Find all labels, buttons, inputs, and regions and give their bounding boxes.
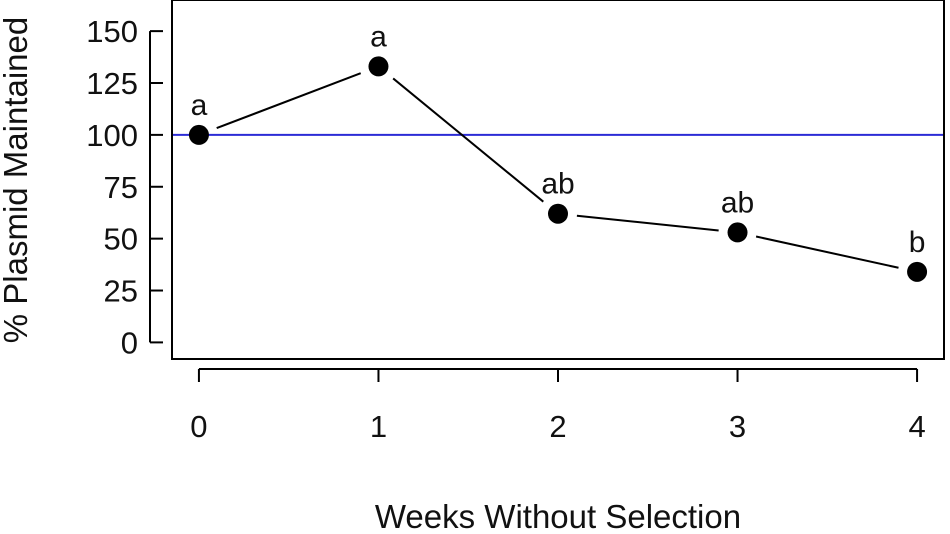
data-point xyxy=(727,222,748,243)
y-tick-label: 50 xyxy=(104,222,138,257)
y-tick-label: 150 xyxy=(86,14,138,49)
plot-frame xyxy=(171,0,945,360)
data-point xyxy=(548,203,568,224)
x-axis: 0 1 2 3 4 xyxy=(190,368,926,444)
x-tick-label: 0 xyxy=(190,409,207,444)
y-axis-title: % Plasmid Maintained xyxy=(0,17,34,344)
significance-label: ab xyxy=(721,186,754,219)
y-tick-label: 0 xyxy=(121,325,138,360)
y-axis: 0 25 50 75 100 125 150 xyxy=(86,14,163,360)
y-tick-label: 125 xyxy=(86,66,138,101)
significance-label: ab xyxy=(541,168,574,201)
data-point xyxy=(188,124,209,145)
series-line-segment xyxy=(755,235,899,269)
x-tick-label: 1 xyxy=(370,409,387,444)
significance-label: b xyxy=(909,226,926,259)
series-line-segment xyxy=(392,77,544,203)
significance-label: a xyxy=(370,20,387,53)
y-tick-label: 25 xyxy=(104,274,138,309)
y-tick-label: 100 xyxy=(86,118,138,153)
x-tick-label: 3 xyxy=(729,409,746,444)
x-axis-title: Weeks Without Selection xyxy=(375,498,741,534)
data-point xyxy=(907,261,928,282)
significance-label: a xyxy=(191,89,208,122)
y-tick-label: 75 xyxy=(104,170,138,205)
x-tick-label: 2 xyxy=(549,409,566,444)
x-tick-label: 4 xyxy=(908,409,925,444)
series-line-segment xyxy=(576,214,719,232)
data-series: a a ab ab b xyxy=(188,20,928,282)
series-line-segment xyxy=(216,72,362,130)
data-point xyxy=(368,56,389,77)
